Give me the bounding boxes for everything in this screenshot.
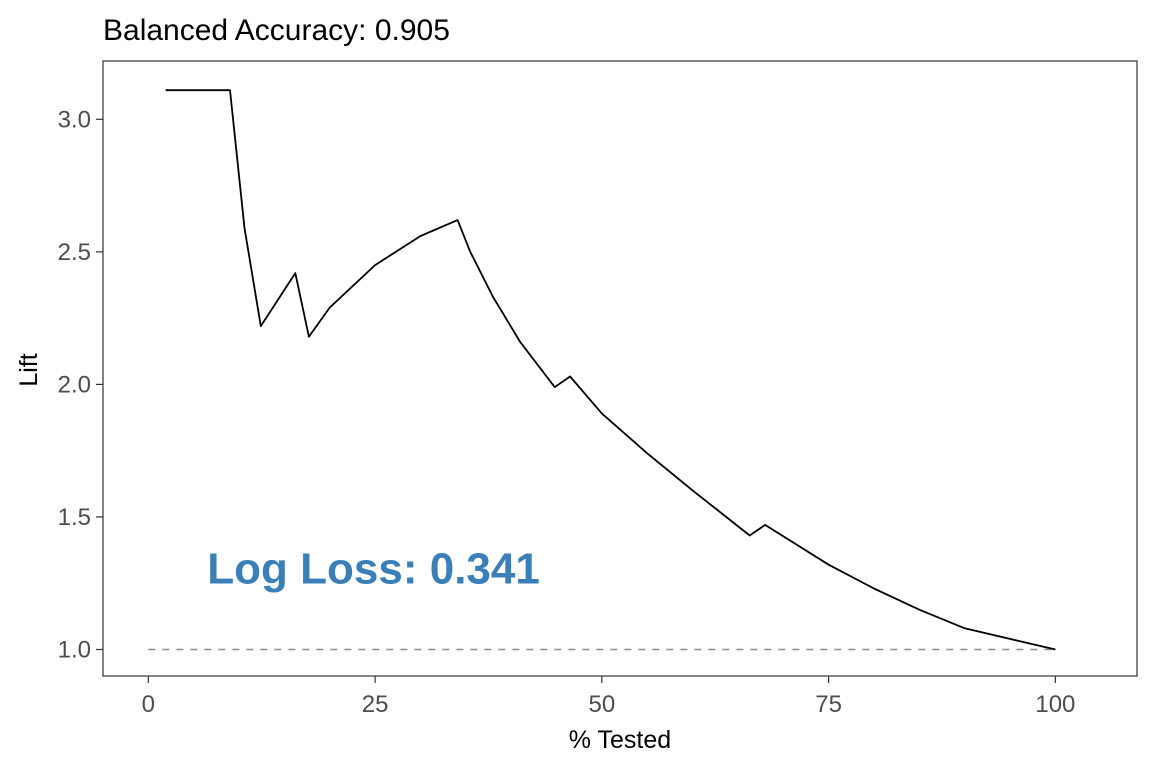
x-axis-title: % Tested: [569, 726, 671, 754]
plot-panel: [102, 60, 1138, 677]
line-layer: [165, 89, 1056, 651]
y-tick-label-2: 2.0: [58, 371, 91, 398]
chart-title: Balanced Accuracy: 0.905: [103, 14, 450, 47]
x-tick-label-2: 50: [589, 691, 616, 718]
y-tick-label-4: 3.0: [58, 106, 91, 133]
lift-line-series-0: [165, 89, 1056, 651]
y-tick-label-1: 1.5: [58, 504, 91, 531]
log-loss-annotation: Log Loss: 0.341: [207, 544, 540, 593]
y-axis: 1.0 1.5 2.0 2.5 3.0: [58, 106, 103, 663]
y-axis-title: Lift: [15, 353, 43, 386]
x-tick-label-3: 75: [815, 691, 842, 718]
y-tick-label-0: 1.0: [58, 636, 91, 663]
x-tick-label-4: 100: [1035, 691, 1075, 718]
y-tick-label-3: 2.5: [58, 239, 91, 266]
x-tick-label-1: 25: [362, 691, 389, 718]
x-tick-label-0: 0: [142, 691, 155, 718]
x-axis: 0 25 50 75 100: [142, 676, 1075, 718]
